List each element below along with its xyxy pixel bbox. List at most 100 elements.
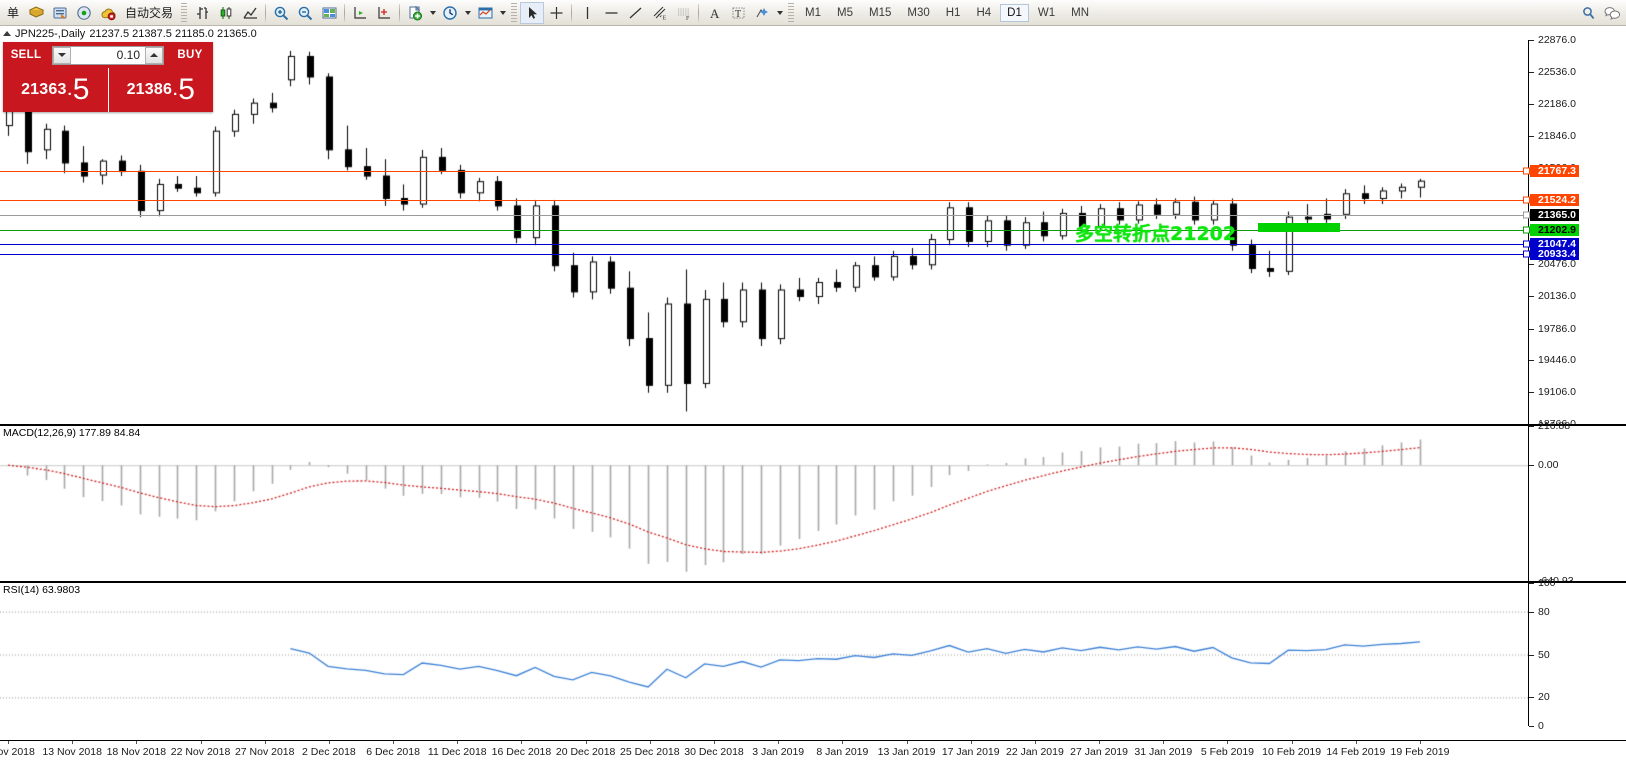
trendline-icon[interactable]: [623, 2, 647, 24]
rsi-tick: 20: [1529, 691, 1550, 703]
pointer-icon[interactable]: [520, 1, 545, 24]
price-level-handle[interactable]: [1523, 240, 1530, 248]
price-level-label[interactable]: 20933.4: [1523, 248, 1579, 260]
time-axis-label: 16 Dec 2018: [491, 746, 552, 758]
fibonacci-icon[interactable]: F: [671, 2, 695, 24]
shapes-dropdown[interactable]: [774, 2, 785, 24]
sell-button[interactable]: 21363 . 5: [3, 68, 108, 112]
timeframe-m5[interactable]: M5: [837, 6, 853, 19]
volume-decrement-button[interactable]: [53, 46, 71, 64]
templates-dropdown[interactable]: [497, 2, 508, 24]
price-tick: 22876.0: [1529, 34, 1576, 46]
add-indicator-icon[interactable]: [403, 2, 427, 24]
sell-label: SELL: [10, 49, 42, 61]
line-chart-icon[interactable]: [238, 2, 262, 24]
market-icon[interactable]: [96, 2, 120, 24]
price-level-line[interactable]: [0, 254, 1528, 255]
price-pane[interactable]: 多空转折点21202 22876.0 22536.0 22186.0 21846.0 2…: [0, 34, 1626, 430]
volume-value[interactable]: 0.10: [116, 48, 140, 62]
rsi-scale[interactable]: 100 80 50 20 0: [1528, 577, 1626, 732]
vertical-line-icon[interactable]: [575, 2, 599, 24]
price-level-handle[interactable]: [1523, 226, 1530, 234]
timeframe-m1[interactable]: M1: [805, 6, 822, 19]
price-level-line[interactable]: [0, 244, 1528, 245]
chat-icon[interactable]: [1600, 2, 1624, 24]
collapse-icon[interactable]: [3, 31, 11, 36]
timeframe-h1[interactable]: H1: [945, 6, 961, 19]
menu-icon[interactable]: 单: [7, 6, 20, 20]
price-level-label[interactable]: 21365.0: [1523, 209, 1579, 221]
time-axis-label: 27 Nov 2018: [234, 746, 295, 758]
chart-title-bar: JPN225-,Daily 21237.5 21387.5 21185.0 21…: [0, 27, 1626, 40]
time-axis-label: 5 Feb 2019: [1200, 746, 1255, 758]
macd-scale[interactable]: 216.880.00-640.93: [1528, 420, 1626, 587]
time-axis-label: 11 Dec 2018: [427, 746, 487, 758]
price-level-handle[interactable]: [1523, 196, 1530, 204]
zoom-in-icon[interactable]: [269, 2, 293, 24]
time-axis-label: 22 Nov 2018: [170, 746, 231, 758]
zoom-out-icon[interactable]: [293, 2, 317, 24]
time-axis-label: 13 Nov 2018: [42, 746, 102, 758]
price-level-line[interactable]: [0, 230, 1528, 231]
news-icon[interactable]: [48, 2, 72, 24]
autotrading-button[interactable]: 自动交易: [125, 6, 174, 20]
chart-area[interactable]: 多空转折点21202 22876.0 22536.0 22186.0 21846.0 2…: [0, 34, 1626, 740]
price-level-line[interactable]: [0, 215, 1528, 216]
add-indicator-dropdown[interactable]: [427, 2, 438, 24]
macd-pane[interactable]: MACD(12,26,9) 177.89 84.84 216.880.00-64…: [0, 420, 1626, 587]
volume-stepper[interactable]: 0.10: [52, 45, 164, 65]
equidistant-channel-icon[interactable]: E: [647, 2, 671, 24]
tile-windows-icon[interactable]: [317, 2, 341, 24]
templates-icon[interactable]: [24, 2, 48, 24]
time-axis-label: 18 Nov 2018: [106, 746, 167, 758]
toolbar-grip[interactable]: [181, 2, 188, 23]
time-axis-label: 2 Dec 2018: [302, 746, 356, 758]
time-axis-label: 30 Dec 2018: [684, 746, 744, 758]
price-level-label[interactable]: 21047.4: [1523, 238, 1579, 250]
price-scale[interactable]: 22876.022536.022186.021846.021506.021156…: [1523, 34, 1626, 430]
rsi-pane[interactable]: RSI(14) 63.9803 100 80 50 20 0: [0, 577, 1626, 732]
time-axis-label: 27 Jan 2019: [1070, 746, 1128, 758]
toolbar-grip-2[interactable]: [511, 2, 518, 23]
time-axis-label: 31 Jan 2019: [1134, 746, 1193, 758]
timeframe-w1[interactable]: W1: [1037, 6, 1056, 19]
price-tick: 22186.0: [1529, 98, 1576, 110]
candlestick-chart-icon[interactable]: [214, 2, 238, 24]
volume-increment-button[interactable]: [145, 46, 163, 64]
search-icon[interactable]: [1576, 2, 1600, 24]
macd-plot[interactable]: MACD(12,26,9) 177.89 84.84: [0, 426, 1528, 581]
signals-icon[interactable]: [72, 2, 96, 24]
price-level-label[interactable]: 21202.9: [1523, 224, 1579, 236]
price-level-line[interactable]: [0, 200, 1528, 201]
timeframe-m30[interactable]: M30: [907, 6, 930, 19]
shapes-icon[interactable]: [750, 2, 774, 24]
horizontal-line-icon[interactable]: [599, 2, 623, 24]
timeframe-mn[interactable]: MN: [1071, 6, 1089, 19]
price-level-label[interactable]: 21767.3: [1523, 165, 1579, 177]
buy-button[interactable]: 21386 . 5: [107, 68, 214, 112]
rsi-plot[interactable]: RSI(14) 63.9803: [0, 583, 1528, 726]
timeframe-m15[interactable]: M15: [869, 6, 892, 19]
one-click-trading-panel[interactable]: SELL 0.10 BUY 21363 . 5 21386 . 5: [3, 42, 213, 112]
period-clock-icon[interactable]: [438, 2, 462, 24]
price-plot[interactable]: 多空转折点21202: [0, 40, 1528, 424]
timeframe-d1[interactable]: D1: [1000, 3, 1029, 22]
auto-scroll-icon[interactable]: [372, 2, 396, 24]
text-icon[interactable]: A: [702, 2, 726, 24]
price-level-handle[interactable]: [1523, 250, 1530, 258]
chart-shift-icon[interactable]: [348, 2, 372, 24]
buy-price-dot: .: [173, 81, 178, 99]
text-label-icon[interactable]: T: [726, 2, 750, 24]
price-level-handle[interactable]: [1523, 167, 1530, 175]
timeframe-h4[interactable]: H4: [976, 6, 992, 19]
templates-list-icon[interactable]: [473, 2, 497, 24]
toolbar-grip-3[interactable]: [788, 2, 795, 23]
rsi-tick: 50: [1529, 649, 1550, 661]
price-level-line[interactable]: [0, 171, 1528, 172]
period-dropdown[interactable]: [462, 2, 473, 24]
price-level-label[interactable]: 21524.2: [1523, 194, 1579, 206]
crosshair-icon[interactable]: [544, 2, 568, 24]
bar-chart-icon[interactable]: [190, 2, 214, 24]
price-level-handle[interactable]: [1523, 211, 1530, 219]
